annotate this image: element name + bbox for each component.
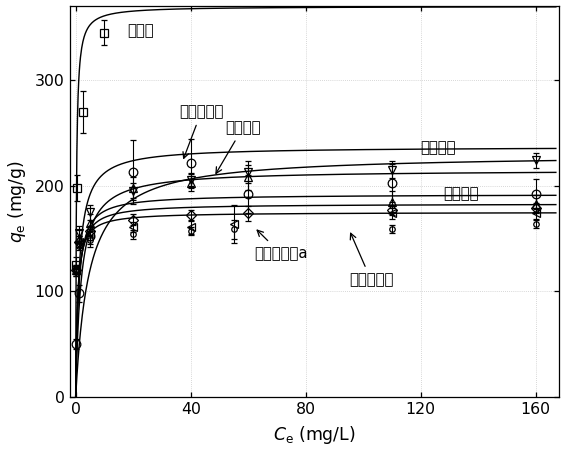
Text: 磺胺噌唑: 磺胺噌唑	[216, 120, 260, 174]
Y-axis label: $\mathit{q}_\mathrm{e}$ (mg/g): $\mathit{q}_\mathrm{e}$ (mg/g)	[6, 160, 28, 243]
Text: 奎尼丁双酝a: 奎尼丁双酝a	[254, 230, 307, 261]
Text: 磺胺吠啊: 磺胺吠啊	[421, 140, 456, 155]
Text: 双氯芬酸钔: 双氯芬酸钔	[349, 233, 393, 287]
Text: 卡马西平: 卡马西平	[444, 186, 479, 201]
Text: 三氯生: 三氯生	[128, 23, 154, 38]
Text: 磺胺甲噌唑: 磺胺甲噌唑	[179, 104, 224, 158]
X-axis label: $\mathit{C}_\mathrm{e}$ (mg/L): $\mathit{C}_\mathrm{e}$ (mg/L)	[273, 424, 355, 446]
